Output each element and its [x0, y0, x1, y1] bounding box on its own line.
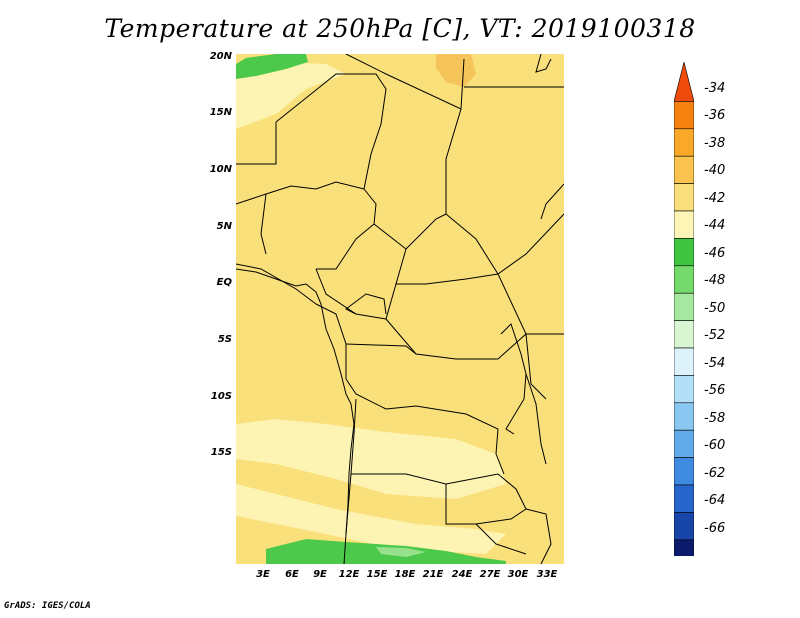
colorbar-box — [674, 402, 694, 431]
green-patch-north — [236, 54, 308, 79]
colorbar-box — [674, 375, 694, 404]
colorbar-label: -40 — [704, 163, 726, 178]
colorbar-label: -50 — [704, 301, 726, 316]
warm-patch — [436, 54, 476, 87]
lat-label-5s: 5S — [217, 334, 232, 345]
colorbar-box — [674, 347, 694, 376]
colorbar-label: -44 — [704, 218, 726, 233]
lon-label-27e: 27E — [479, 569, 501, 580]
lon-label-24e: 24E — [451, 569, 473, 580]
colorbar — [674, 62, 694, 556]
lat-label-15s: 15S — [210, 447, 232, 458]
pale-green-patch — [376, 547, 426, 557]
colorbar-boxes — [674, 62, 694, 556]
colorbar-box — [674, 429, 694, 458]
colorbar-label: -54 — [704, 356, 726, 371]
grads-credit: GrADS: IGES/COLA — [4, 601, 91, 611]
lat-label-20n: 20N — [209, 51, 232, 62]
colorbar-box — [674, 457, 694, 486]
lat-label-5n: 5N — [216, 221, 232, 232]
colorbar-box — [674, 183, 694, 212]
lon-label-30e: 30E — [507, 569, 529, 580]
coastline — [236, 54, 552, 564]
colorbar-box — [674, 210, 694, 239]
lon-label-6e: 6E — [285, 569, 299, 580]
colorbar-label: -62 — [704, 466, 726, 481]
colorbar-label: -34 — [704, 81, 726, 96]
pale-band-south — [236, 484, 506, 554]
colorbar-box — [674, 484, 694, 513]
colorbar-label: -36 — [704, 108, 726, 123]
colorbar-label: -56 — [704, 383, 726, 398]
colorbar-box — [674, 155, 694, 184]
colorbar-label: -38 — [704, 136, 726, 151]
lat-label-10s: 10S — [210, 391, 232, 402]
pale-band-mid — [236, 419, 506, 499]
country-borders — [236, 54, 564, 564]
lat-label-10n: 10N — [209, 164, 232, 175]
colorbar-top-arrow — [674, 62, 694, 102]
temperature-map — [236, 54, 564, 564]
lon-label-21e: 21E — [422, 569, 444, 580]
colorbar-box — [674, 292, 694, 321]
colorbar-box — [674, 265, 694, 294]
colorbar-box — [674, 238, 694, 267]
colorbar-label: -46 — [704, 246, 726, 261]
colorbar-label: -48 — [704, 273, 726, 288]
colorbar-label: -52 — [704, 328, 726, 343]
lon-label-9e: 9E — [313, 569, 327, 580]
lon-label-3e: 3E — [256, 569, 270, 580]
lon-label-12e: 12E — [338, 569, 360, 580]
colorbar-box — [674, 101, 694, 130]
colorbar-label: -60 — [704, 438, 726, 453]
colorbar-box — [674, 128, 694, 157]
pale-band-north — [236, 62, 346, 129]
lon-label-15e: 15E — [366, 569, 388, 580]
colorbar-label: -42 — [704, 191, 726, 206]
map-title: Temperature at 250hPa [C], VT: 201910031… — [104, 14, 696, 43]
lat-label-15n: 15N — [209, 107, 232, 118]
colorbar-box — [674, 320, 694, 349]
colorbar-label: -64 — [704, 493, 726, 508]
colorbar-label: -66 — [704, 521, 726, 536]
colorbar-box — [674, 539, 694, 556]
lat-label-eq: EQ — [216, 277, 232, 288]
lon-label-18e: 18E — [394, 569, 416, 580]
colorbar-label: -58 — [704, 411, 726, 426]
lon-label-33e: 33E — [536, 569, 558, 580]
colorbar-box — [674, 512, 694, 541]
